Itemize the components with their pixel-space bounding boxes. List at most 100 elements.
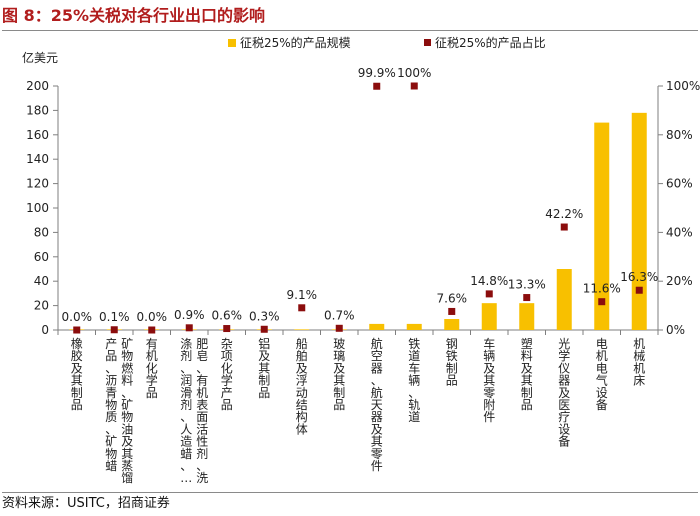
x-tick-label: 航空器、航天器及其零件 [371,336,383,473]
legend-swatch-bar [228,39,236,47]
x-tick-label: 橡胶及其制品 [71,337,83,412]
data-point [223,325,231,333]
data-label: 7.6% [437,291,468,305]
bar [294,329,310,330]
x-tick-label-line: 光学仪器及医疗设备 [558,337,570,449]
data-label: 0.0% [137,310,168,324]
y-tick-label: 200 [26,79,49,93]
y-tick-label: 120 [26,177,49,191]
x-tick-label-line: 涤剂、润滑剂、人造蜡、… [180,337,192,485]
data-point [485,290,493,298]
point-series [73,82,643,334]
chart-title: 图 8：25%关税对各行业出口的影响 [2,2,698,31]
x-tick-label-line: 钢铁制品 [446,337,458,388]
data-label: 0.9% [174,308,205,322]
data-point [523,294,531,302]
data-point [635,286,643,294]
legend-label-bar: 征税25%的产品规模 [240,35,351,50]
data-label: 0.3% [249,309,280,323]
data-point [598,298,606,306]
x-tick-label-line: 产品、沥青物质、矿物蜡 [105,337,117,473]
x-tick-label-line: 铁道车辆、轨道 [408,337,420,424]
data-label: 0.1% [99,310,130,324]
data-point [560,223,568,231]
x-tick-label-line: 玻璃及其制品 [333,337,345,412]
x-tick-label-line: 船舶及浮动结构体 [296,337,308,436]
x-tick-label: 光学仪器及医疗设备 [558,337,570,449]
data-label: 0.0% [62,310,93,324]
data-point [410,82,418,90]
y-tick-label: 0 [41,323,49,337]
y-tick-label: 160 [26,128,49,142]
data-point [335,324,343,332]
x-tick-label: 钢铁制品 [446,337,458,388]
x-tick-label: 铁道车辆、轨道 [408,337,420,424]
x-tick-label-line: 机械机床 [633,337,645,388]
x-tick-label: 车辆及其零附件 [483,336,495,424]
x-tick-label: 塑料及其制品 [521,336,533,412]
data-label: 0.7% [324,308,355,322]
x-tick-label-line: 有机化学品 [146,337,158,400]
data-label: 14.8% [470,274,508,288]
data-point [73,326,81,334]
y2-tick-label: 40% [666,225,693,239]
x-tick-label-line: 杂项化学产品 [221,337,233,412]
data-label: 100% [397,66,431,80]
data-label: 16.3% [620,270,658,284]
data-labels: 0.0% 0.1% 0.0% 0.9% 0.6% 0.3% 9.1% 0.7% 99.9% 100… [62,66,659,324]
data-point [373,82,381,90]
x-tick-label-line: 矿物燃料、矿物油及其蒸馏 [121,337,133,485]
legend-label-point: 征税25%的产品占比 [435,35,546,50]
data-point [448,307,456,315]
data-point [185,324,193,332]
y-tick-label: 20 [34,299,49,313]
data-point [110,326,118,334]
y2-tick-label: 80% [666,128,693,142]
x-tick-label-line: 塑料及其制品 [521,336,533,412]
x-tick-label-line: 航空器、航天器及其零件 [371,336,383,473]
data-label: 0.6% [212,309,243,323]
x-tick-label: 船舶及浮动结构体 [296,337,308,436]
bar [369,323,385,330]
bar [406,323,422,330]
bar [481,303,497,330]
data-point [298,304,306,312]
y2-tick-label: 100% [666,79,700,93]
y-axis-label: 亿美元 [22,50,58,65]
x-tick-label: 铝及其制品 [258,336,270,400]
bar [594,122,610,330]
bar-series [69,112,647,330]
y2-tick-label: 20% [666,274,693,288]
data-point [260,325,268,333]
data-label: 13.3% [508,278,546,292]
data-point [148,326,156,334]
x-tick-label-line: 电机电气设备 [596,337,608,412]
x-tick-label-line: 肥皂、有机表面活性剂、洗 [196,337,208,485]
data-label: 99.9% [358,66,396,80]
x-tick-label: 机械机床 [633,337,645,388]
x-tick-label-line: 橡胶及其制品 [71,337,83,412]
bar [519,303,535,330]
legend-swatch-point [424,39,431,46]
y2-tick-label: 60% [666,177,693,191]
data-label: 9.1% [287,288,318,302]
x-tick-label: 玻璃及其制品 [333,337,345,412]
legend: 征税25%的产品规模 征税25%的产品占比 [228,35,546,50]
data-label: 42.2% [545,207,583,221]
y-tick-label: 140 [26,152,49,166]
axes: 0 20 40 60 80 100 120 140 160 180 200 0% 20% 40% 60% 80… [26,79,700,337]
x-tick-label-line: 车辆及其零附件 [483,336,495,424]
x-tick-label: 肥皂、有机表面活性剂、洗涤剂、润滑剂、人造蜡、… [180,337,208,485]
data-label: 11.6% [583,282,621,296]
x-tick-label-line: 铝及其制品 [258,336,270,400]
y-tick-label: 180 [26,103,49,117]
x-tick-label: 杂项化学产品 [221,337,233,412]
bar [631,112,647,330]
y-tick-label: 40 [34,274,49,288]
x-tick-label: 有机化学品 [146,337,158,400]
y2-tick-label: 0% [666,323,685,337]
y-tick-label: 100 [26,201,49,215]
x-tick-label: 电机电气设备 [596,337,608,412]
